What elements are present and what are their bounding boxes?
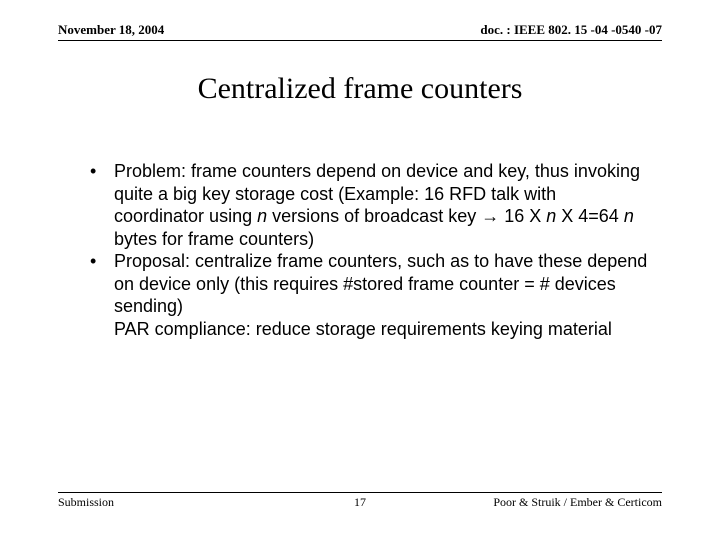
footer-bar: Submission 17 Poor & Struik / Ember & Ce… — [58, 492, 662, 510]
header-bar: November 18, 2004 doc. : IEEE 802. 15 -0… — [58, 22, 662, 41]
header-doc-number: doc. : IEEE 802. 15 -04 -0540 -07 — [480, 22, 662, 38]
header-date: November 18, 2004 — [58, 22, 164, 38]
slide-title: Centralized frame counters — [0, 72, 720, 106]
footer-right: Poor & Struik / Ember & Certicom — [493, 495, 662, 510]
footer-page-number: 17 — [354, 495, 366, 510]
bullet-marker: • — [90, 160, 114, 250]
content-area: • Problem: frame counters depend on devi… — [90, 160, 650, 340]
bullet-text: Proposal: centralize frame counters, suc… — [114, 250, 650, 318]
bullet-item: • Problem: frame counters depend on devi… — [90, 160, 650, 250]
bullet-item: • Proposal: centralize frame counters, s… — [90, 250, 650, 318]
bullet-text: Problem: frame counters depend on device… — [114, 160, 650, 250]
sub-text: PAR compliance: reduce storage requireme… — [114, 318, 650, 341]
footer-left: Submission — [58, 495, 114, 510]
bullet-marker: • — [90, 250, 114, 318]
